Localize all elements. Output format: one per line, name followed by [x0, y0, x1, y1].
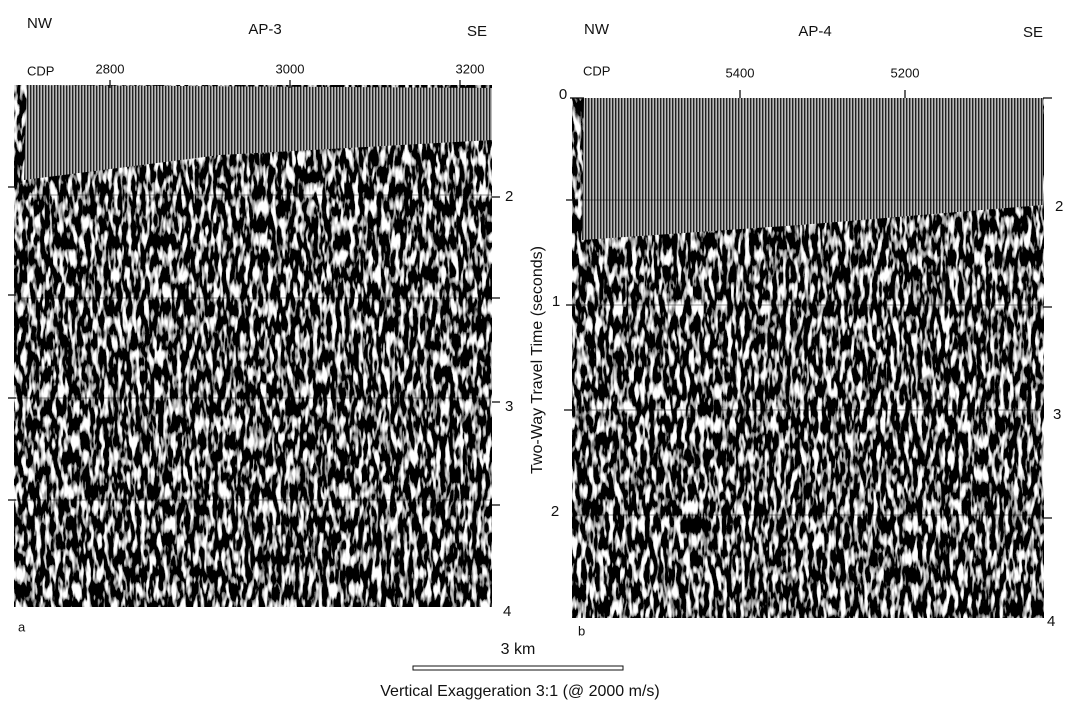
- scale-bar-label: 3 km: [501, 641, 536, 658]
- cdp-tick: 3000: [276, 61, 305, 76]
- cdp-tick: 2800: [96, 61, 125, 76]
- time-tick: 2: [551, 503, 559, 520]
- seismic-section-a: [14, 85, 492, 607]
- direction-label: SE: [467, 23, 487, 40]
- time-tick: 1: [552, 293, 560, 310]
- line-label: AP-3: [248, 21, 281, 38]
- cdp-label: CDP: [583, 63, 610, 78]
- tick-marks: [8, 80, 1052, 519]
- time-axis-label: Two-Way Travel Time (seconds): [529, 246, 546, 474]
- scale-bar: [412, 665, 624, 671]
- cdp-label: CDP: [27, 63, 54, 78]
- time-tick: 3: [505, 398, 513, 415]
- time-tick: 0: [559, 86, 567, 103]
- direction-label: NW: [584, 21, 610, 38]
- cdp-tick: 3200: [456, 61, 485, 76]
- time-tick: 3: [1053, 406, 1061, 423]
- time-tick: 2: [1055, 198, 1063, 215]
- direction-label: NW: [27, 15, 53, 32]
- direction-label: SE: [1023, 24, 1043, 41]
- caption: Vertical Exaggeration 3:1 (@ 2000 m/s): [380, 683, 660, 700]
- panel-label: a: [18, 619, 26, 634]
- time-tick: 4: [503, 603, 511, 620]
- cdp-tick: 5400: [726, 65, 755, 80]
- seismic-section-b: [572, 98, 1044, 618]
- cdp-tick: 5200: [891, 65, 920, 80]
- line-label: AP-4: [798, 23, 831, 40]
- time-tick: 2: [505, 188, 513, 205]
- time-tick: 4: [1047, 613, 1055, 630]
- panel-label: b: [578, 623, 585, 638]
